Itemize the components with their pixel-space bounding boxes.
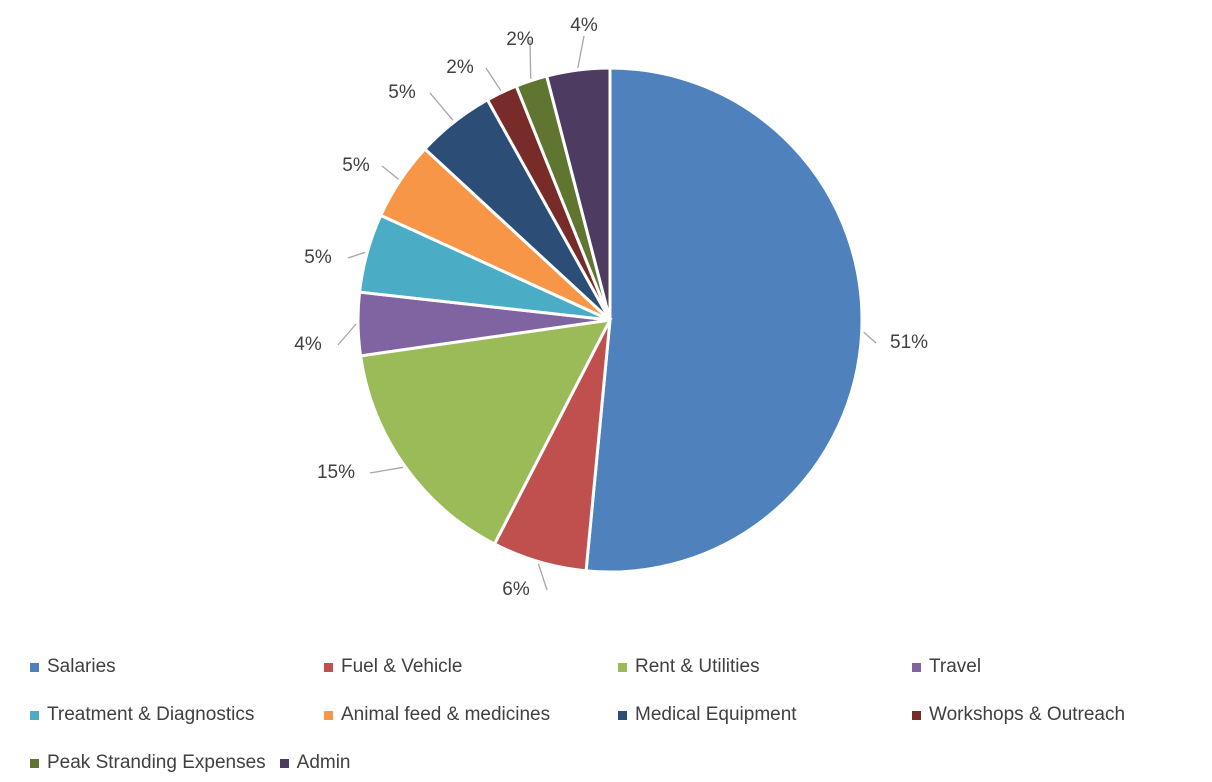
legend-label: Workshops & Outreach: [929, 704, 1126, 725]
legend-swatch: [912, 710, 921, 720]
legend-label: Medical Equipment: [635, 704, 797, 725]
legend-swatch: [618, 662, 627, 672]
leader-line-peak-stranding-expenses: [529, 39, 532, 79]
data-labels: 51% 6% 15% 4% 5% 5% 5% 2% 2% 4%: [294, 15, 928, 600]
legend-row-3: Peak Stranding Expenses Admin: [30, 750, 1206, 776]
legend-label: Treatment & Diagnostics: [47, 704, 255, 725]
data-label-travel: 4%: [294, 334, 322, 355]
legend-swatch: [30, 758, 39, 768]
pie-chart: 51% 6% 15% 4% 5% 5% 5% 2% 2% 4%: [294, 15, 928, 600]
legend-item-admin: Admin: [279, 750, 351, 776]
legend-label: Fuel & Vehicle: [341, 656, 463, 677]
data-label-admin: 4%: [570, 15, 598, 36]
leader-line-travel: [337, 323, 357, 346]
data-label-salaries: 51%: [890, 332, 928, 353]
legend-item-fuel-and-vehicle: Fuel & Vehicle: [324, 654, 618, 680]
data-label-rent-and-utilities: 15%: [317, 462, 355, 483]
legend-item-salaries: Salaries: [30, 654, 324, 680]
legend-item-workshops-and-outreach: Workshops & Outreach: [912, 702, 1206, 728]
legend: Salaries Fuel & Vehicle Rent & Utilities Tr…: [30, 654, 1200, 776]
data-label-peak-stranding-expenses: 2%: [506, 29, 534, 50]
pie-slice-admin: [544, 66, 612, 321]
data-label-fuel-and-vehicle: 6%: [502, 579, 530, 600]
legend-swatch: [324, 710, 333, 720]
leader-line-animal-feed-and-medicines: [381, 165, 399, 180]
legend-swatch: [912, 662, 921, 672]
legend-label: Animal feed & medicines: [341, 704, 551, 725]
legend-item-animal-feed-and-medicines: Animal feed & medicines: [324, 702, 618, 728]
leader-line-salaries: [863, 331, 877, 344]
data-label-workshops-and-outreach: 2%: [446, 57, 474, 78]
legend-label: Admin: [296, 752, 351, 773]
legend-item-travel: Travel: [912, 654, 1206, 680]
legend-label: Salaries: [47, 656, 116, 677]
data-label-animal-feed-and-medicines: 5%: [342, 155, 370, 176]
leader-line-admin: [577, 35, 585, 69]
leader-line-fuel-and-vehicle: [537, 563, 548, 591]
leader-line-workshops-and-outreach: [485, 67, 502, 92]
legend-item-peak-stranding-expenses: Peak Stranding Expenses: [30, 750, 266, 776]
legend-label: Travel: [929, 656, 982, 677]
legend-swatch: [30, 662, 39, 672]
legend-item-rent-and-utilities: Rent & Utilities: [618, 654, 912, 680]
pie-slice-rent-and-utilities: [358, 318, 613, 547]
legend-swatch: [30, 710, 39, 720]
legend-swatch: [618, 710, 627, 720]
legend-swatch: [324, 662, 333, 672]
legend-label: Peak Stranding Expenses: [47, 752, 266, 773]
pie-slice-salaries: [584, 66, 864, 574]
legend-swatch: [279, 758, 289, 768]
leader-line-medical-equipment: [429, 92, 454, 121]
leader-lines: [337, 35, 877, 591]
legend-item-medical-equipment: Medical Equipment: [618, 702, 912, 728]
data-label-medical-equipment: 5%: [388, 82, 416, 103]
pie-slices: [356, 66, 864, 574]
data-label-treatment-and-diagnostics: 5%: [304, 247, 332, 268]
legend-item-treatment-and-diagnostics: Treatment & Diagnostics: [30, 702, 324, 728]
legend-label: Rent & Utilities: [635, 656, 760, 677]
leader-line-rent-and-utilities: [369, 466, 404, 474]
leader-line-treatment-and-diagnostics: [347, 251, 366, 259]
